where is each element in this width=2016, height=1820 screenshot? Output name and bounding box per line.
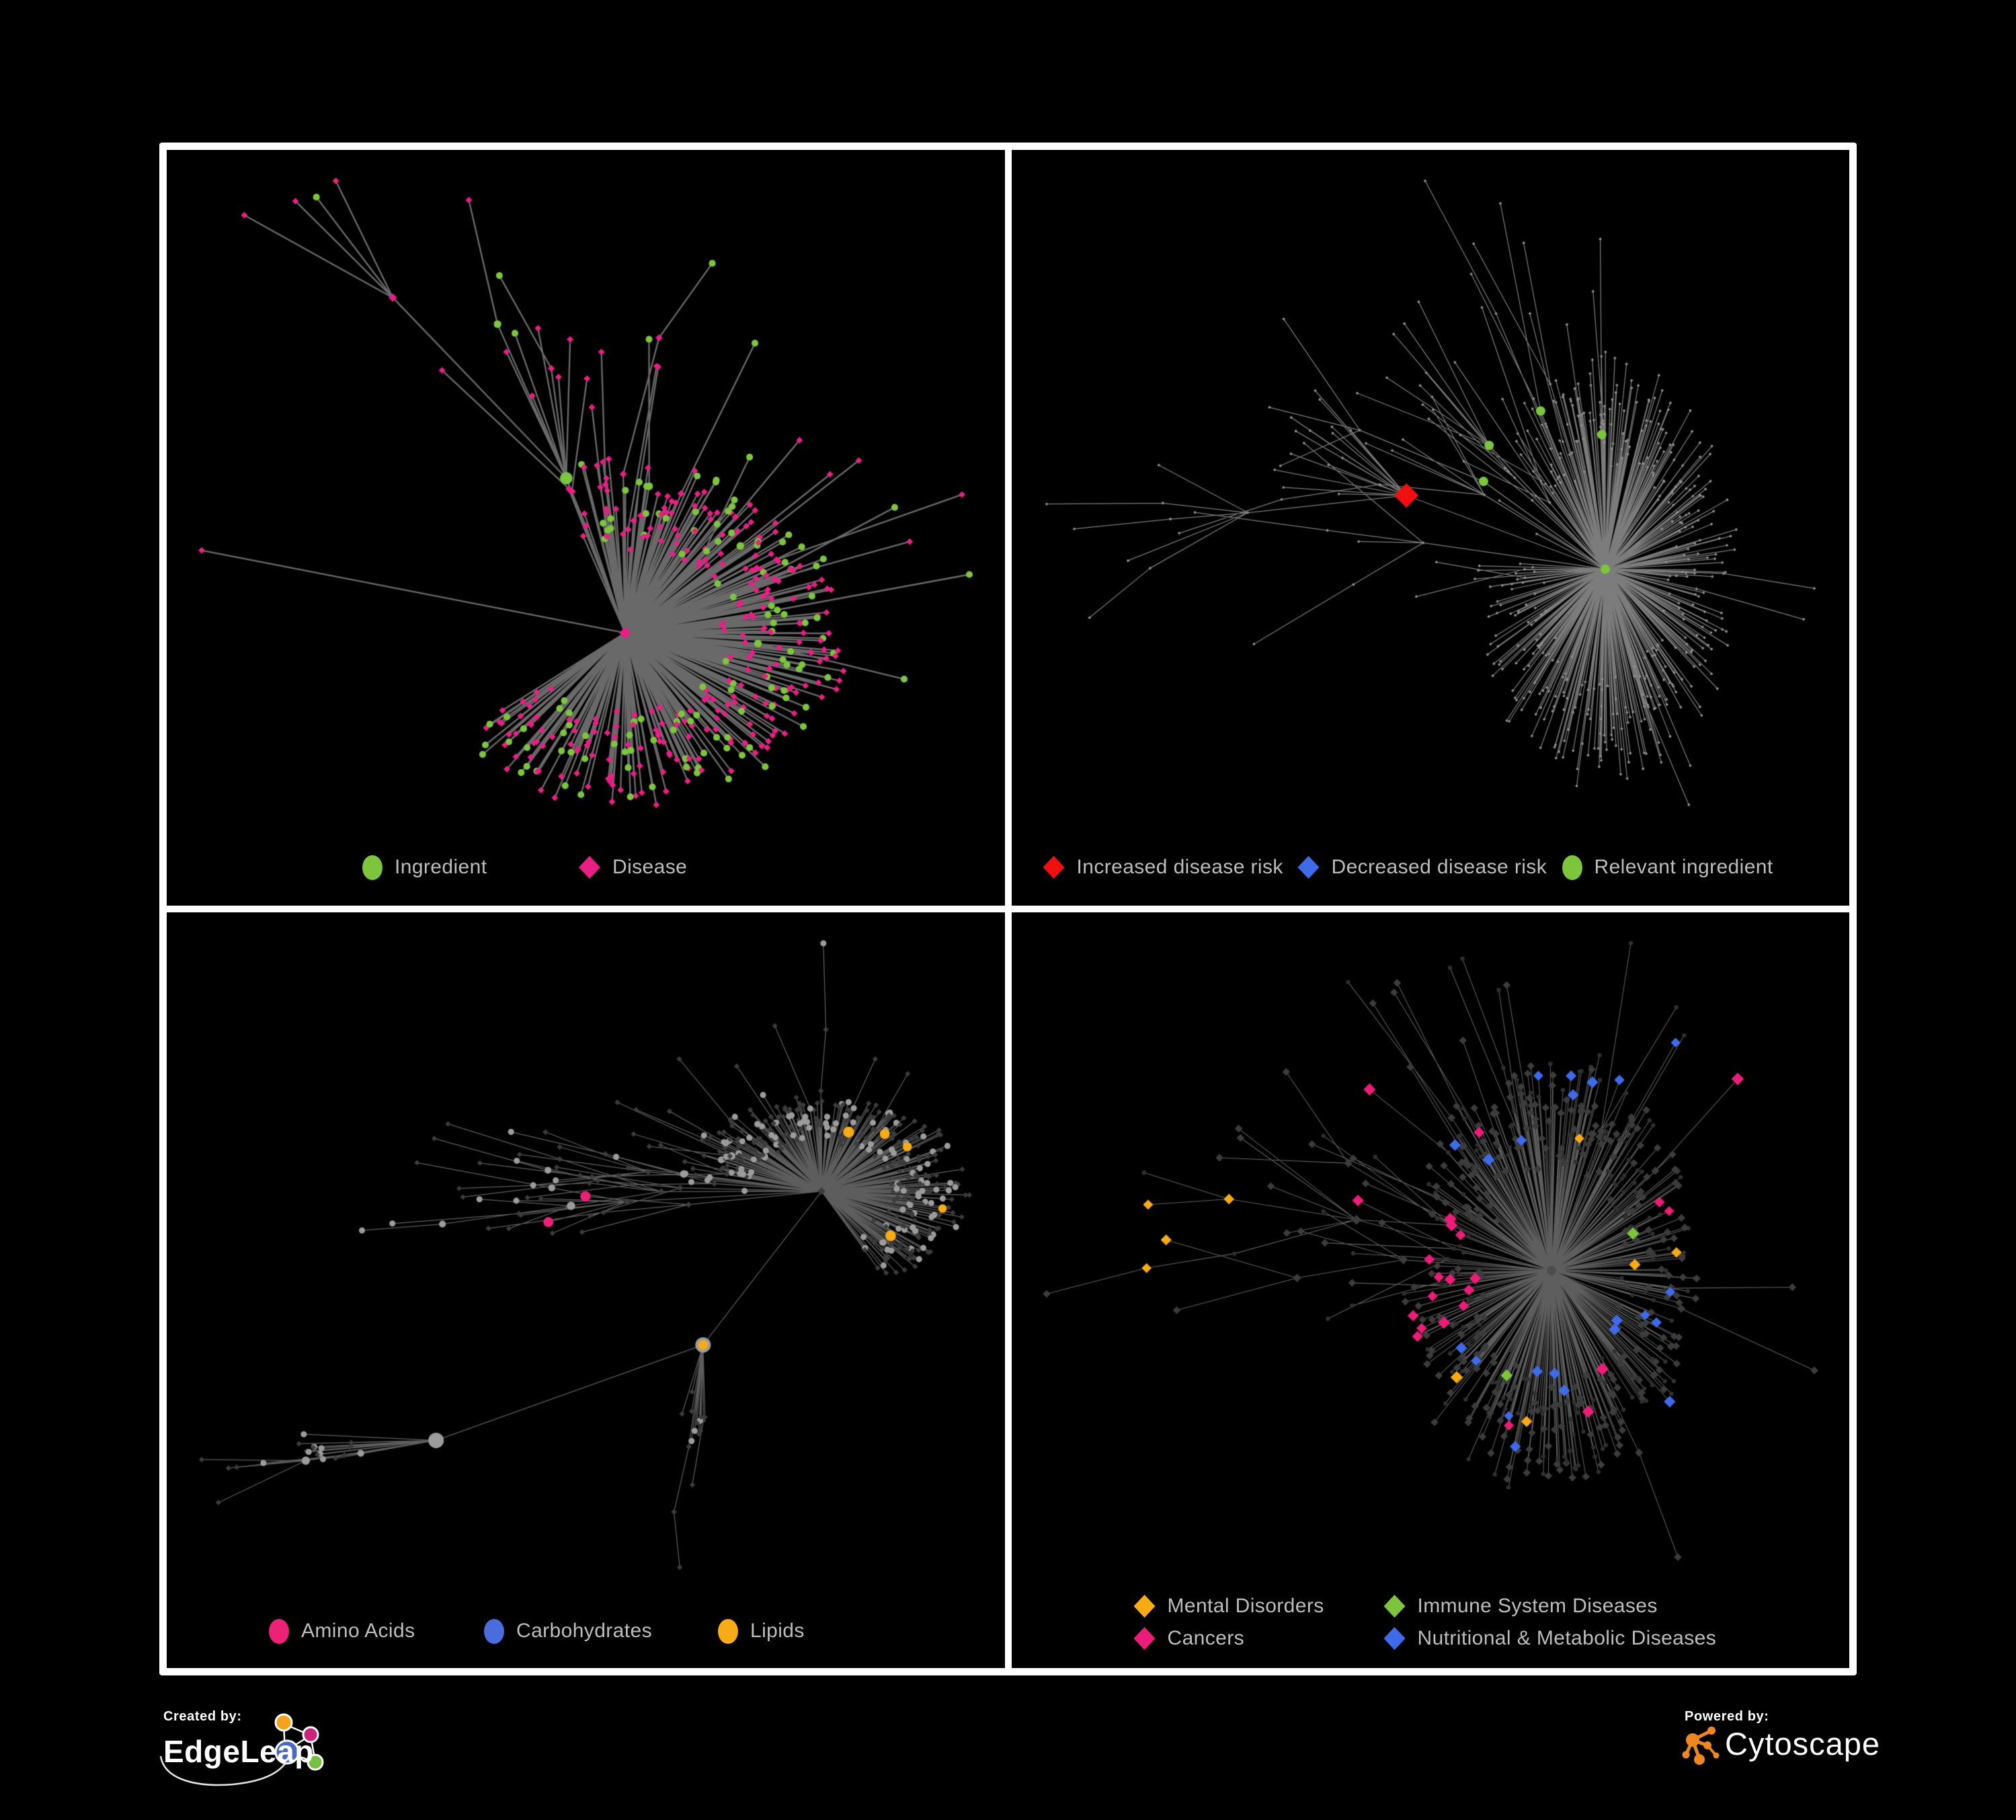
panel-disease-classes: Mental Disorders Immune System Diseases …	[1011, 912, 1849, 1668]
edgeleap-node-green	[307, 1753, 324, 1771]
network-canvas-disease-risk	[1011, 150, 1849, 906]
powered-by-label: Powered by:	[1685, 1709, 1769, 1724]
network-canvas-ingredient-disease	[167, 150, 1004, 906]
legend-item-relevant-ingredient: Relevant ingredient	[1562, 853, 1773, 882]
legend-label: Cancers	[1167, 1627, 1245, 1649]
cytoscape-brand: Cytoscape	[1725, 1726, 1881, 1762]
legend-label: Disease	[612, 856, 688, 878]
legend-label: Immune System Diseases	[1417, 1595, 1658, 1617]
disease-diamond-icon	[579, 856, 600, 879]
legend-item-lipids: Lipids	[718, 1616, 805, 1646]
edgeleap-node-pink	[302, 1726, 319, 1743]
panel-nutrient-classes: Amino Acids Carbohydrates Lipids	[167, 912, 1005, 1668]
legend-label: Increased disease risk	[1076, 856, 1283, 878]
panel-disease-risk: Increased disease risk Decreased disease…	[1011, 150, 1849, 906]
created-by-label: Created by:	[163, 1709, 242, 1724]
lipids-circle-icon	[718, 1618, 738, 1644]
increased-risk-diamond-icon	[1043, 856, 1065, 879]
network-canvas-disease-classes	[1011, 912, 1849, 1668]
legend-item-nutritional-metabolic: Nutritional & Metabolic Diseases	[1383, 1624, 1717, 1653]
legend-item-mental-disorders: Mental Disorders	[1133, 1591, 1324, 1621]
legend-item-ingredient: Ingredient	[362, 853, 487, 882]
panel-ingredient-disease: Ingredient Disease	[167, 150, 1005, 906]
cytoscape-logo-icon	[1682, 1727, 1720, 1765]
edgeleap-node-orange	[274, 1713, 293, 1732]
legend-item-decreased-risk: Decreased disease risk	[1297, 853, 1547, 882]
carbohydrates-circle-icon	[484, 1618, 504, 1644]
legend-label: Decreased disease risk	[1331, 856, 1547, 878]
edgeleap-logo-icon	[159, 1713, 324, 1786]
mental-disorders-diamond-icon	[1133, 1595, 1156, 1618]
relevant-ingredient-circle-icon	[1562, 855, 1582, 880]
cancers-diamond-icon	[1133, 1627, 1156, 1650]
edgeleap-node-blue	[274, 1739, 300, 1765]
legend-label: Amino Acids	[301, 1620, 415, 1642]
legend-label: Relevant ingredient	[1594, 856, 1773, 878]
legend-item-increased-risk: Increased disease risk	[1043, 853, 1283, 882]
network-canvas-nutrient-classes	[167, 912, 1004, 1668]
legend-item-cancers: Cancers	[1133, 1624, 1245, 1653]
legend-label: Carbohydrates	[516, 1620, 652, 1642]
cytoscape-credit: Powered by: Cytoscape	[1682, 1709, 1967, 1803]
legend-label: Lipids	[750, 1620, 805, 1642]
legend-label: Ingredient	[395, 856, 487, 878]
decreased-risk-diamond-icon	[1297, 856, 1320, 879]
legend-item-amino-acids: Amino Acids	[269, 1616, 415, 1646]
ingredient-circle-icon	[362, 855, 382, 880]
network-grid: Ingredient Disease Increased disease ris…	[159, 143, 1857, 1675]
legend-label: Nutritional & Metabolic Diseases	[1417, 1627, 1717, 1649]
legend-label: Mental Disorders	[1167, 1595, 1324, 1617]
amino-acids-circle-icon	[269, 1618, 289, 1644]
edgeleap-credit: Created by: EdgeLeap	[159, 1709, 378, 1810]
legend-item-immune-diseases: Immune System Diseases	[1383, 1591, 1658, 1621]
nutritional-metabolic-diamond-icon	[1383, 1627, 1406, 1650]
edgeleap-brand: EdgeLeap	[163, 1734, 314, 1769]
legend-item-disease: Disease	[579, 853, 687, 882]
immune-diseases-diamond-icon	[1383, 1595, 1406, 1618]
legend-item-carbohydrates: Carbohydrates	[484, 1616, 652, 1646]
